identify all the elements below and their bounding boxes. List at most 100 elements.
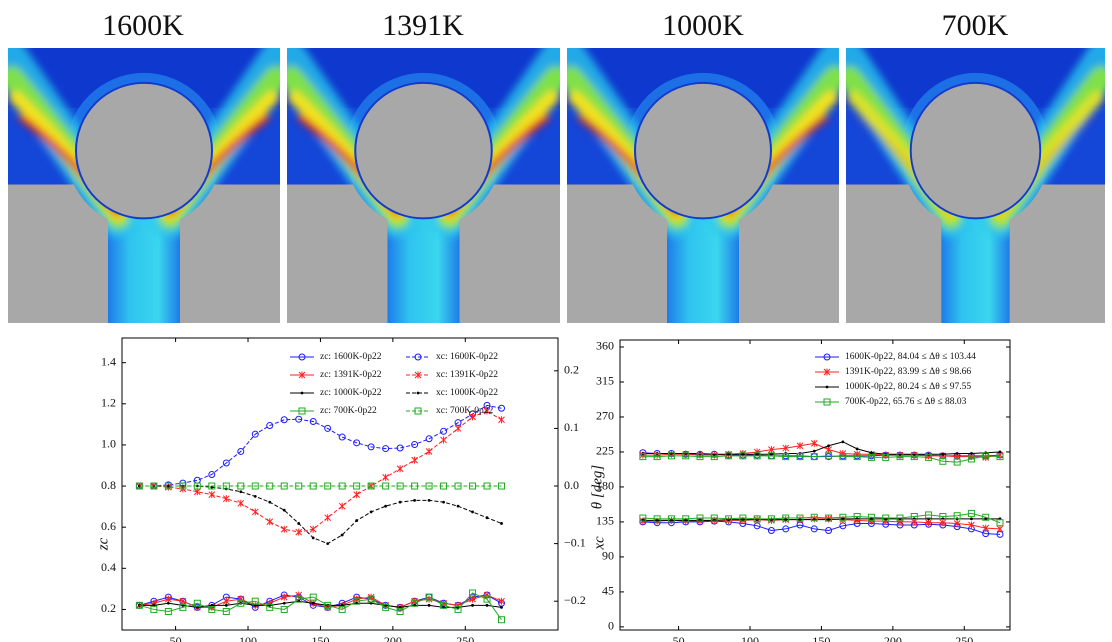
data-point: [483, 595, 491, 603]
data-point: [425, 593, 433, 601]
data-point: [324, 514, 332, 522]
data-point: [396, 444, 404, 452]
x-tick-label: 100: [239, 634, 257, 642]
data-point: [655, 518, 659, 522]
x-tick-label: 250: [955, 634, 973, 642]
data-point: [324, 424, 332, 432]
data-point: [967, 509, 975, 517]
data-point: [411, 482, 419, 490]
data-point: [367, 595, 375, 603]
data-point: [353, 597, 361, 605]
contour-panel: [8, 48, 280, 323]
data-point: [355, 519, 359, 522]
data-point: [282, 601, 286, 605]
data-point: [164, 482, 172, 490]
series-line: [642, 455, 1001, 463]
data-point: [825, 446, 832, 454]
y-tick-label: 360: [596, 339, 614, 353]
x-tick-label: 50: [673, 634, 685, 642]
data-point: [237, 447, 245, 455]
data-point: [193, 599, 201, 607]
data-point: [282, 508, 286, 512]
data-point: [998, 450, 1002, 454]
data-point: [179, 597, 187, 605]
data-point: [222, 607, 230, 615]
data-point: [967, 455, 975, 463]
data-point: [309, 482, 317, 490]
data-point: [741, 452, 745, 456]
data-point: [839, 513, 847, 521]
data-point: [338, 433, 346, 441]
data-point: [910, 453, 918, 461]
data-point: [440, 482, 448, 490]
data-point: [827, 518, 830, 521]
data-point: [340, 533, 344, 537]
data-point: [498, 416, 505, 424]
legend-label: zc: 1600K-0p22: [320, 352, 382, 362]
data-point: [469, 413, 476, 421]
data-point: [469, 482, 477, 490]
legend-marker: [825, 385, 829, 389]
y-axis-label: zc: [95, 537, 111, 551]
data-point: [825, 514, 833, 522]
data-point: [454, 482, 462, 490]
x-tick-label: 50: [170, 634, 182, 642]
data-point: [970, 517, 973, 521]
data-point: [755, 452, 759, 456]
data-point: [384, 504, 388, 508]
data-point: [810, 439, 818, 447]
y-tick-label: 0.6: [101, 519, 116, 533]
legend-marker: [298, 407, 306, 415]
y-tick-label: 0.8: [101, 478, 116, 492]
data-point: [639, 453, 647, 461]
legend-marker: [414, 353, 422, 361]
data-point: [498, 482, 506, 490]
y-tick-label: 270: [596, 409, 614, 423]
data-point: [222, 495, 230, 503]
legend-marker: [298, 353, 306, 361]
data-point: [179, 603, 187, 611]
data-point: [984, 517, 988, 521]
data-point: [193, 482, 201, 490]
series-line: [642, 442, 1001, 458]
data-point: [853, 512, 861, 520]
data-point: [825, 526, 833, 534]
data-point: [440, 601, 448, 609]
data-point: [867, 513, 875, 521]
data-point: [953, 512, 961, 520]
panel-title: 1600K: [102, 9, 184, 42]
data-point: [396, 607, 404, 615]
data-point: [251, 597, 259, 605]
y2-tick-label: 0.2: [564, 363, 579, 377]
data-point: [382, 473, 389, 481]
series-line: [642, 518, 1000, 521]
data-point: [411, 441, 419, 449]
data-point: [454, 605, 462, 613]
data-point: [166, 484, 170, 488]
data-point: [939, 512, 947, 520]
data-point: [910, 512, 918, 520]
data-point: [353, 491, 361, 499]
data-point: [782, 453, 790, 461]
contour-panel: [287, 48, 560, 323]
data-point: [796, 453, 804, 461]
legend-label: zc: 1391K-0p22: [320, 370, 382, 380]
data-point: [369, 510, 373, 514]
data-point: [280, 605, 288, 613]
data-point: [266, 422, 274, 430]
x-tick-label: 100: [741, 634, 759, 642]
data-point: [739, 452, 747, 460]
data-point: [653, 453, 661, 461]
data-point: [982, 452, 990, 460]
data-point: [810, 513, 818, 521]
y-tick-label: 180: [596, 479, 614, 493]
legend-label: 1000K-0p22, 80.24 ≤ Δθ ≤ 97.55: [845, 382, 971, 392]
data-point: [870, 517, 873, 521]
series-line: [139, 600, 502, 608]
y-tick-label: 0.4: [101, 560, 116, 574]
data-point: [456, 504, 460, 508]
data-point: [324, 601, 332, 609]
data-point: [667, 515, 675, 523]
